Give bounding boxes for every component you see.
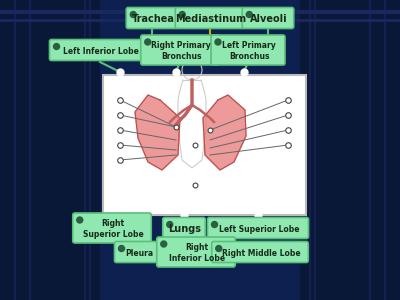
- Text: Left Primary
Bronchus: Left Primary Bronchus: [222, 41, 276, 61]
- Text: Left Inferior Lobe: Left Inferior Lobe: [63, 46, 139, 56]
- Polygon shape: [203, 95, 246, 170]
- FancyBboxPatch shape: [126, 8, 178, 29]
- FancyBboxPatch shape: [163, 218, 205, 239]
- FancyBboxPatch shape: [175, 8, 245, 29]
- Circle shape: [161, 241, 167, 247]
- FancyBboxPatch shape: [157, 237, 235, 267]
- FancyBboxPatch shape: [50, 40, 150, 61]
- FancyBboxPatch shape: [242, 8, 294, 29]
- Text: Alveoli: Alveoli: [250, 14, 288, 24]
- Text: Right
Superior Lobe: Right Superior Lobe: [83, 219, 143, 239]
- Circle shape: [179, 11, 185, 17]
- FancyBboxPatch shape: [208, 218, 308, 239]
- FancyBboxPatch shape: [211, 35, 285, 65]
- Text: Right Primary
Bronchus: Right Primary Bronchus: [151, 41, 211, 61]
- Text: Right Middle Lobe: Right Middle Lobe: [222, 248, 300, 257]
- Text: Left Superior Lobe: Left Superior Lobe: [219, 224, 299, 233]
- Circle shape: [246, 11, 252, 17]
- Circle shape: [215, 39, 221, 45]
- FancyBboxPatch shape: [73, 213, 151, 243]
- Circle shape: [212, 221, 218, 227]
- FancyBboxPatch shape: [141, 35, 219, 65]
- Text: Pleura: Pleura: [125, 248, 153, 257]
- Text: Mediastinum: Mediastinum: [176, 14, 246, 24]
- Circle shape: [167, 221, 173, 227]
- Circle shape: [216, 245, 222, 251]
- Circle shape: [118, 245, 124, 251]
- FancyBboxPatch shape: [212, 242, 308, 262]
- Polygon shape: [135, 95, 180, 170]
- Text: Lungs: Lungs: [168, 224, 202, 234]
- Circle shape: [54, 44, 60, 50]
- Text: Right
Inferior Lobe: Right Inferior Lobe: [169, 243, 225, 263]
- FancyBboxPatch shape: [100, 0, 300, 300]
- FancyBboxPatch shape: [103, 75, 306, 215]
- Circle shape: [130, 11, 136, 17]
- FancyBboxPatch shape: [0, 0, 100, 300]
- FancyBboxPatch shape: [300, 0, 400, 300]
- Circle shape: [145, 39, 151, 45]
- Circle shape: [77, 217, 83, 223]
- Text: Trachea: Trachea: [132, 14, 174, 24]
- FancyBboxPatch shape: [114, 242, 162, 262]
